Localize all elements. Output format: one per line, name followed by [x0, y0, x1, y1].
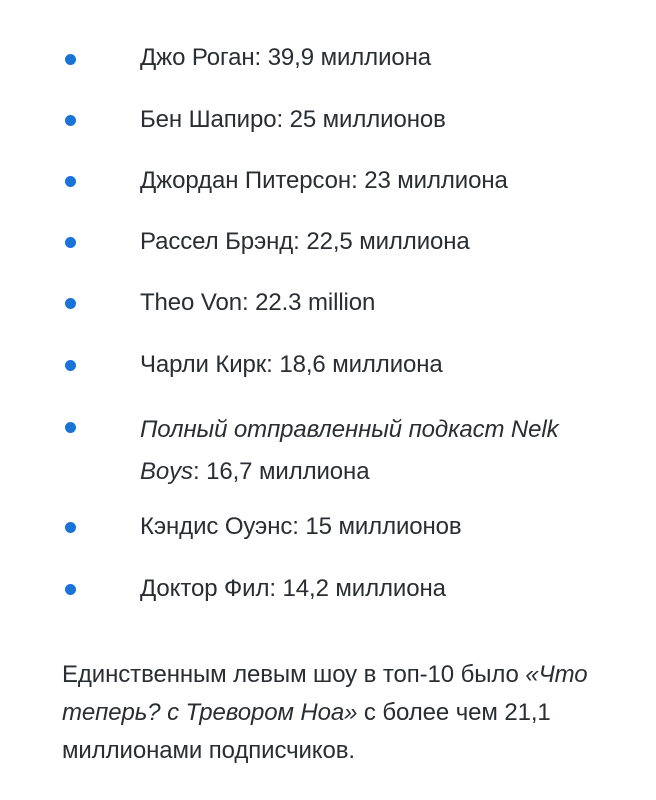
bullet-dot-icon	[65, 584, 76, 595]
list-item-text: Доктор Фил: 14,2 миллиона	[140, 575, 446, 602]
list-item-text: Чарли Кирк: 18,6 миллиона	[140, 351, 443, 378]
list-item-text: Theo Von: 22.3 million	[140, 289, 376, 316]
summary-text-start: Единственным левым шоу в топ-10 было	[62, 661, 526, 688]
list-item-text: Кэндис Оуэнс: 15 миллионов	[140, 513, 462, 540]
bullet-dot-icon	[65, 522, 76, 533]
list-item-text: Джордан Питерсон: 23 миллиона	[140, 167, 508, 194]
bullet-dot-icon	[65, 422, 76, 433]
bullet-dot-icon	[65, 54, 76, 65]
bullet-dot-icon	[65, 360, 76, 371]
list-item-value: : 16,7 миллиона	[192, 458, 370, 485]
summary-paragraph: Единственным левым шоу в топ-10 было «Чт…	[62, 656, 622, 770]
summary-text-end: с более чем 21,1 миллионами подписчиков.	[62, 699, 551, 764]
list-item-text: Полный отправленный подкаст Nelk Boys: 1…	[140, 409, 620, 493]
list-item-text: Бен Шапиро: 25 миллионов	[140, 106, 446, 133]
podcast-name-italic: Полный отправленный подкаст Nelk Boys	[140, 416, 559, 485]
bullet-dot-icon	[65, 115, 76, 126]
list-item-text: Рассел Брэнд: 22,5 миллиона	[140, 228, 470, 255]
bullet-dot-icon	[65, 176, 76, 187]
show-title-italic: «Что теперь? с Тревором Ноа»	[62, 661, 588, 726]
bullet-dot-icon	[65, 237, 76, 248]
list-item-text: Джо Роган: 39,9 миллиона	[140, 44, 432, 71]
bullet-dot-icon	[65, 298, 76, 309]
